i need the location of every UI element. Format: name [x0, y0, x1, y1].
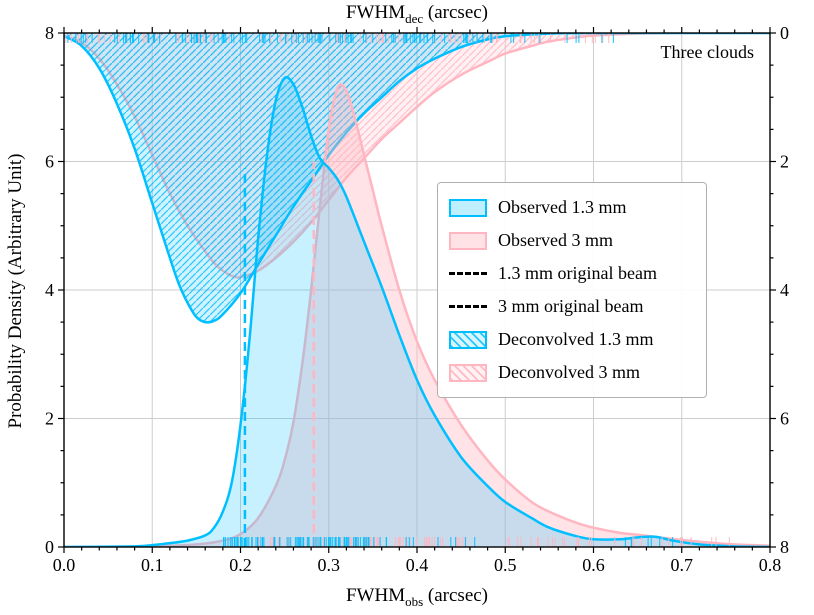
legend-item-3mm-beam: 3 mm original beam — [449, 290, 695, 323]
x-axis-label-pre: FWHM — [345, 585, 406, 606]
y-left-tick-label: 8 — [45, 23, 54, 43]
observed-1.3mm-swatch-icon — [449, 198, 487, 217]
x-axis-label-post: (arcsec) — [423, 585, 489, 606]
top-axis-label-sub: dec — [405, 10, 424, 26]
legend-item-observed-1.3mm: Observed 1.3 mm — [449, 191, 695, 224]
y-right-tick-label: 0 — [780, 23, 789, 43]
y-left-tick-label: 2 — [45, 409, 54, 429]
x-tick-label: 0.2 — [229, 555, 252, 575]
observed-3mm-fill — [64, 84, 770, 547]
legend-item-1.3mm-beam: 1.3 mm original beam — [449, 257, 695, 290]
hatched-blue-swatch-icon — [449, 330, 487, 349]
legend: Observed 1.3 mm Observed 3 mm 1.3 mm ori… — [437, 182, 707, 398]
y-left-tick-label: 0 — [45, 537, 54, 557]
y-right-tick-label: 2 — [780, 152, 789, 172]
x-axis-label-sub: obs — [405, 593, 424, 609]
y-right-tick-label: 8 — [780, 537, 789, 557]
legend-label: 3 mm original beam — [498, 296, 644, 316]
x-tick-label: 0.3 — [318, 555, 341, 575]
y-left-tick-label: 6 — [45, 152, 54, 172]
legend-item-observed-3mm: Observed 3 mm — [449, 224, 695, 257]
legend-label: Deconvolved 1.3 mm — [498, 329, 654, 349]
x-tick-label: 0.6 — [582, 555, 605, 575]
top-axis-label-post: (arcsec) — [423, 2, 489, 23]
x-tick-label: 0.8 — [759, 555, 782, 575]
legend-item-deconvolved-3mm: Deconvolved 3 mm — [449, 356, 695, 389]
annotation-three-clouds: Three clouds — [660, 42, 754, 62]
y-axis-label: Probability Density (Arbitrary Unit) — [5, 153, 26, 429]
dashed-line-pink-icon — [449, 298, 487, 316]
legend-label: Observed 1.3 mm — [498, 197, 627, 217]
top-axis-label-pre: FWHM — [345, 2, 406, 23]
x-tick-label: 0.0 — [53, 555, 76, 575]
x-axis-label: FWHMobs (arcsec) — [64, 585, 770, 610]
observed-3mm-curve — [64, 83, 770, 547]
tick-labels: 0.0 0.1 0.2 0.3 0.4 0.5 0.6 0.7 0.8 0 2 4 6 8 0 2 4 6 8 — [45, 23, 789, 575]
x-tick-label: 0.7 — [671, 555, 694, 575]
observed-1.3mm-curve — [64, 75, 770, 547]
y-right-tick-label: 4 — [780, 280, 789, 300]
deconvolved-1.3mm-curve — [64, 33, 770, 324]
x-tick-label: 0.5 — [494, 555, 517, 575]
top-axis-label: FWHMdec (arcsec) — [64, 2, 770, 27]
legend-item-deconvolved-1.3mm: Deconvolved 1.3 mm — [449, 323, 695, 356]
y-left-tick-label: 4 — [45, 280, 54, 300]
legend-label: Deconvolved 3 mm — [498, 362, 640, 382]
dashed-line-blue-icon — [449, 265, 487, 283]
legend-label: 1.3 mm original beam — [498, 263, 657, 283]
axis-ticks — [58, 27, 776, 553]
x-tick-label: 0.4 — [406, 555, 429, 575]
rug-marks — [65, 33, 730, 547]
x-tick-label: 0.1 — [141, 555, 164, 575]
y-right-tick-label: 6 — [780, 409, 789, 429]
deconvolved-1.3mm-hatch — [64, 33, 770, 323]
observed-3mm-swatch-icon — [449, 231, 487, 250]
legend-label: Observed 3 mm — [498, 230, 613, 250]
hatched-pink-swatch-icon — [449, 363, 487, 382]
